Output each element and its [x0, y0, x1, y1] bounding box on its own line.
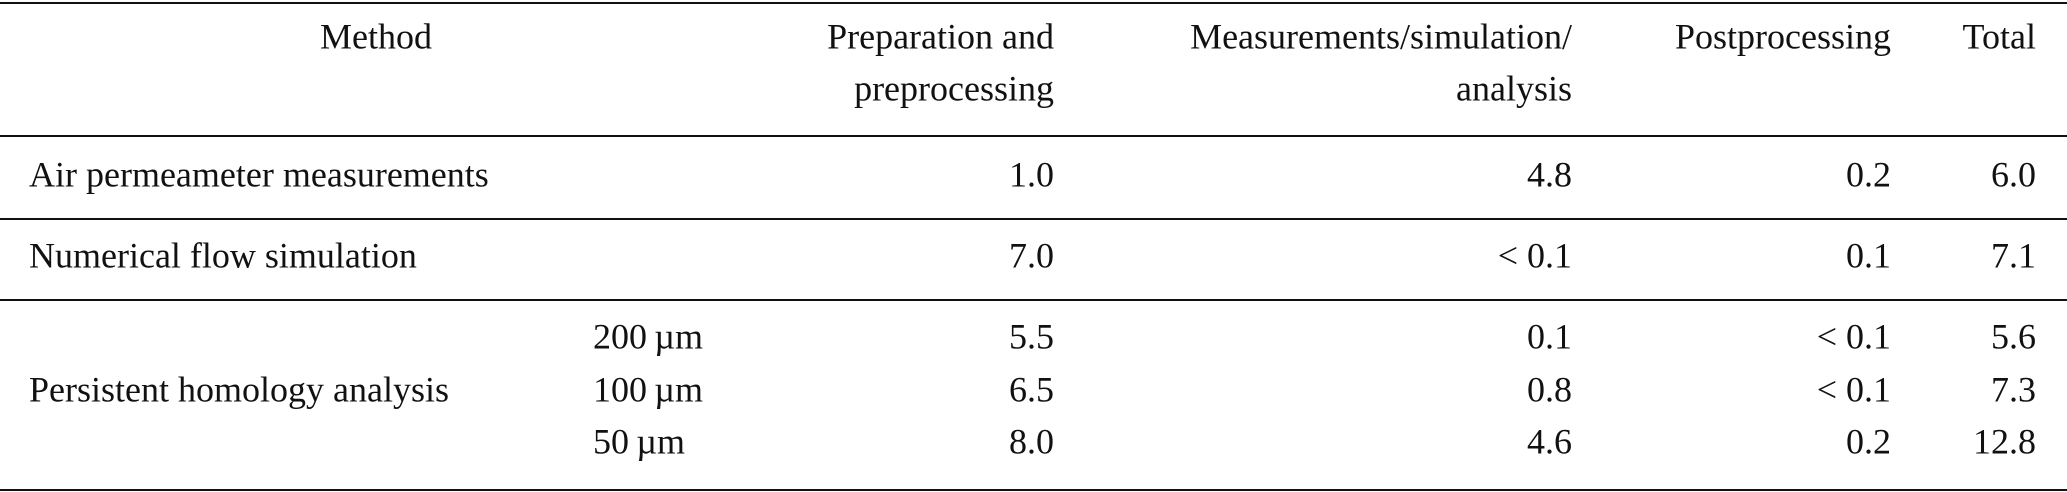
cell-value: 7.0 [1009, 235, 1054, 275]
column-header: preprocessing [854, 68, 1054, 108]
cell-value: 4.6 [1527, 421, 1572, 461]
cell-value: 8.0 [1009, 421, 1054, 461]
column-header: analysis [1456, 68, 1572, 108]
method-label: Numerical flow simulation [29, 235, 417, 275]
cell-value: 7.3 [1991, 369, 2036, 409]
column-header: Total [1963, 16, 2036, 56]
cell-value: 0.1 [1846, 235, 1891, 275]
column-header: Postprocessing [1675, 16, 1891, 56]
resolution-label: 100 µm [593, 369, 703, 409]
cell-value: 12.8 [1973, 421, 2036, 461]
cell-value: 4.8 [1527, 154, 1572, 194]
column-header: Preparation and [827, 16, 1054, 56]
cell-value: 0.2 [1846, 154, 1891, 194]
method-label: Air permeameter measurements [29, 154, 489, 194]
resolution-label: 50 µm [593, 421, 685, 461]
column-header: Measurements/simulation/ [1190, 16, 1572, 56]
cell-value: 0.2 [1846, 421, 1891, 461]
cell-value: < 0.1 [1498, 235, 1572, 275]
cell-value: 5.6 [1991, 316, 2036, 356]
method-label: Persistent homology analysis [29, 369, 449, 409]
cell-value: 7.1 [1991, 235, 2036, 275]
cell-value: < 0.1 [1817, 369, 1891, 409]
resolution-label: 200 µm [593, 316, 703, 356]
cell-value: 1.0 [1009, 154, 1054, 194]
cell-value: 0.8 [1527, 369, 1572, 409]
cell-value: 6.0 [1991, 154, 2036, 194]
column-header: Method [320, 16, 432, 56]
cell-value: < 0.1 [1817, 316, 1891, 356]
cell-value: 0.1 [1527, 316, 1572, 356]
cell-value: 6.5 [1009, 369, 1054, 409]
cell-value: 5.5 [1009, 316, 1054, 356]
